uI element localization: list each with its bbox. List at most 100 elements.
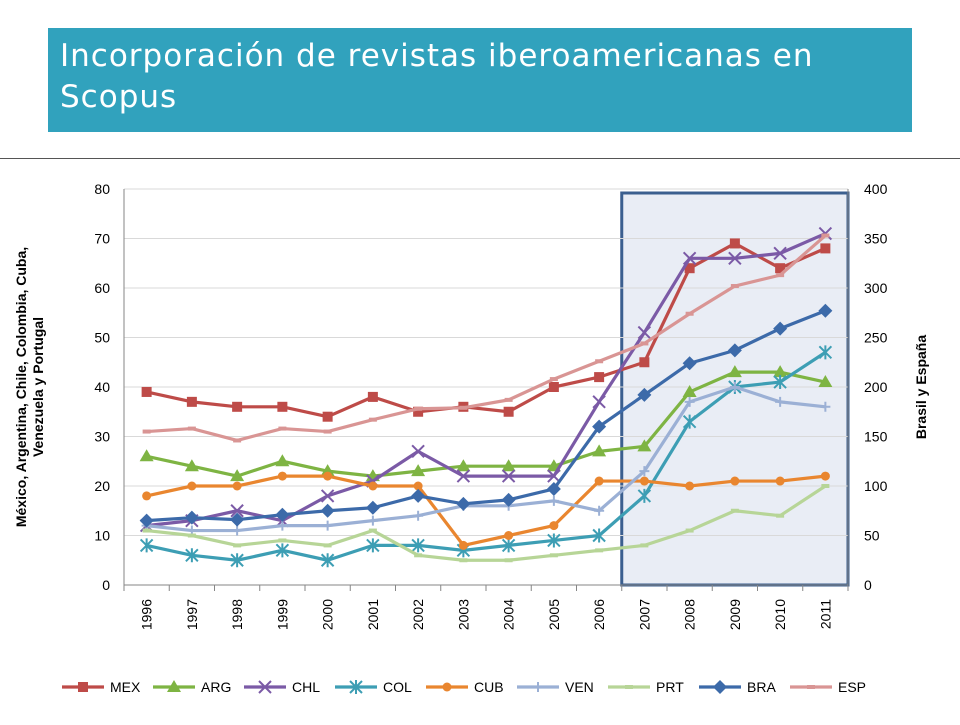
data-point xyxy=(322,520,333,531)
data-point xyxy=(685,528,694,533)
data-point xyxy=(413,510,424,521)
data-point xyxy=(592,528,606,543)
data-point xyxy=(275,507,290,522)
data-point xyxy=(232,401,243,412)
data-point xyxy=(820,243,831,254)
series-col xyxy=(139,345,833,568)
data-point xyxy=(501,538,516,553)
data-point xyxy=(323,543,332,548)
legend-item-ven: VEN xyxy=(517,679,594,695)
series-line xyxy=(146,351,827,562)
data-point xyxy=(275,543,290,558)
data-point xyxy=(639,466,650,477)
x-tick-label: 2010 xyxy=(772,599,788,630)
y-tick-label: 60 xyxy=(94,280,110,296)
data-point xyxy=(411,444,425,459)
data-point xyxy=(773,375,787,390)
y2-tick-label: 350 xyxy=(864,231,888,247)
data-point xyxy=(366,538,380,553)
legend-marker xyxy=(713,680,727,694)
data-point xyxy=(456,496,471,511)
y-tick-label: 40 xyxy=(94,379,110,395)
data-point xyxy=(275,454,290,467)
data-point xyxy=(230,553,244,568)
legend-item-bra: BRA xyxy=(699,679,776,695)
x-tick-label: 1997 xyxy=(184,599,200,630)
x-tick-label: 2005 xyxy=(546,599,562,630)
x-tick-label: 2004 xyxy=(501,599,517,630)
legend-item-arg: ARG xyxy=(153,679,231,695)
data-point xyxy=(821,233,830,238)
data-point xyxy=(501,469,516,483)
x-tick-label: 1999 xyxy=(274,599,290,630)
data-point xyxy=(142,491,152,501)
data-point xyxy=(368,528,377,533)
data-point xyxy=(456,469,471,483)
data-point xyxy=(547,469,561,483)
series-cub xyxy=(142,471,830,550)
legend-label: ARG xyxy=(201,679,231,695)
series-line xyxy=(146,385,826,533)
data-point xyxy=(773,246,787,261)
data-point xyxy=(727,343,742,358)
data-point xyxy=(232,481,242,491)
x-tick-label: 2008 xyxy=(682,599,698,630)
data-point xyxy=(592,444,607,457)
data-point xyxy=(414,553,423,558)
data-point xyxy=(682,251,697,266)
y2-tick-label: 100 xyxy=(864,478,888,494)
data-point xyxy=(186,396,197,407)
legend-marker xyxy=(625,685,633,689)
data-point xyxy=(278,426,287,431)
x-tick-label: 2009 xyxy=(727,599,743,630)
y2-tick-label: 200 xyxy=(864,379,888,395)
series-line xyxy=(146,474,826,548)
data-point xyxy=(411,538,425,553)
data-point xyxy=(367,515,378,526)
series-line xyxy=(146,309,826,523)
legend-marker xyxy=(78,682,88,692)
x-tick-label: 2011 xyxy=(817,599,833,629)
data-point xyxy=(548,495,559,506)
data-point xyxy=(501,459,516,472)
data-point xyxy=(139,513,154,528)
legend-marker xyxy=(533,682,543,692)
data-point xyxy=(504,397,513,402)
data-point xyxy=(595,359,604,364)
data-point xyxy=(277,401,288,412)
page-title: Incorporación de revistas iberoamericana… xyxy=(60,38,814,115)
data-point xyxy=(592,419,607,434)
legend-label: CHL xyxy=(292,679,320,695)
legend-item-cub: CUB xyxy=(426,679,504,695)
data-point xyxy=(821,484,830,488)
series-line xyxy=(146,241,827,419)
series-line xyxy=(146,370,826,478)
data-point xyxy=(684,263,695,274)
data-point xyxy=(320,503,335,518)
legend-label: COL xyxy=(383,679,412,695)
legend-item-chl: CHL xyxy=(244,679,320,695)
data-point xyxy=(549,521,559,531)
series-esp xyxy=(142,233,830,443)
data-point xyxy=(773,321,788,336)
data-point xyxy=(640,543,649,548)
data-point xyxy=(368,417,377,422)
series-bra xyxy=(139,303,833,528)
data-point xyxy=(728,251,742,266)
series-prt xyxy=(142,484,830,563)
data-point xyxy=(818,375,833,388)
data-point xyxy=(682,414,697,429)
data-point xyxy=(277,520,288,531)
data-point xyxy=(504,531,514,540)
data-point xyxy=(141,386,152,397)
data-point xyxy=(820,401,831,412)
data-point xyxy=(504,558,513,563)
series-line xyxy=(146,484,827,562)
legend-item-mex: MEX xyxy=(62,679,141,695)
data-point xyxy=(820,471,830,481)
data-point xyxy=(187,481,197,491)
data-point xyxy=(322,411,333,422)
data-point xyxy=(184,459,199,472)
legend-label: BRA xyxy=(747,679,776,695)
data-point xyxy=(595,548,604,553)
